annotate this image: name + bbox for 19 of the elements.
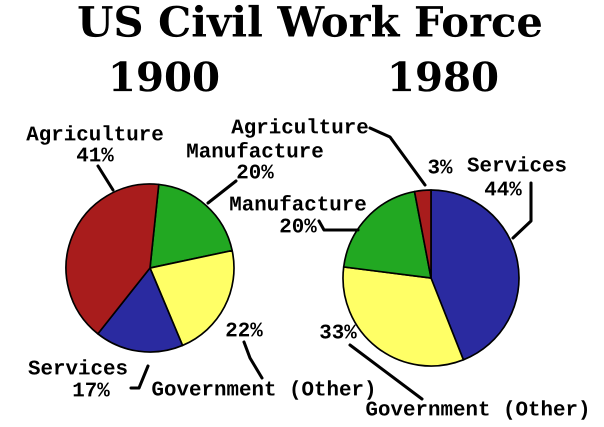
slice-label: Services bbox=[467, 156, 566, 172]
legend-label: Government (Other) bbox=[152, 380, 374, 400]
chart-subtitle: 1980 bbox=[392, 61, 498, 92]
data-label: 44% bbox=[484, 182, 522, 196]
slice-label: Manufacture bbox=[187, 142, 323, 158]
slice-label: Agriculture bbox=[26, 125, 163, 145]
slice-label: Government (Other) bbox=[366, 400, 588, 420]
slice-label: Agriculture bbox=[231, 118, 368, 138]
data-label: 33% bbox=[320, 324, 357, 339]
data-label: 3% bbox=[428, 159, 453, 174]
chart-title: US Civil Work Force bbox=[78, 4, 541, 38]
chart-subtitle: 1900 bbox=[112, 61, 218, 92]
slice-label: Services bbox=[28, 359, 127, 375]
data-label: 20% bbox=[237, 164, 274, 179]
data-label: 17% bbox=[74, 382, 110, 397]
slice-label: Manufacture bbox=[230, 194, 366, 211]
data-label: 41% bbox=[76, 148, 114, 162]
data-label: 22% bbox=[226, 322, 263, 337]
data-label: 20% bbox=[280, 218, 317, 233]
